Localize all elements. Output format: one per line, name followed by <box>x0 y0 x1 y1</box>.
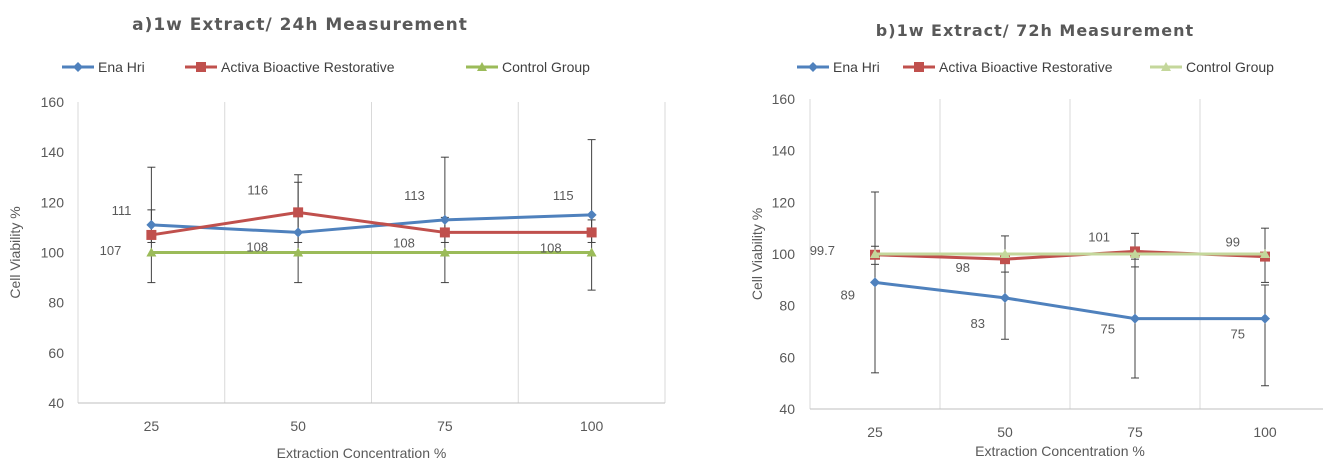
data-label: 108 <box>540 240 562 255</box>
y-tick-label: 160 <box>41 94 65 110</box>
legend-label: Control Group <box>502 59 590 75</box>
legend-marker <box>477 62 487 71</box>
y-tick-label: 40 <box>779 401 795 417</box>
data-label: 108 <box>393 235 415 250</box>
legend-marker <box>196 62 206 72</box>
data-label: 99.7 <box>810 243 835 258</box>
data-label: 75 <box>1231 327 1245 342</box>
data-label: 89 <box>841 287 855 302</box>
y-tick-label: 140 <box>41 144 65 160</box>
data-point <box>1130 313 1140 324</box>
y-axis-title: Cell Viability % <box>749 208 765 300</box>
x-tick-label: 50 <box>290 418 306 434</box>
legend-item: Ena Hri <box>62 59 145 75</box>
data-point <box>293 207 304 218</box>
y-tick-label: 100 <box>772 246 796 262</box>
data-point <box>586 227 597 238</box>
legend-label: Ena Hri <box>833 59 880 75</box>
x-tick-label: 75 <box>1127 424 1143 440</box>
legend-marker <box>1161 62 1171 71</box>
data-point <box>1000 249 1010 258</box>
x-tick-label: 100 <box>580 418 604 434</box>
data-point <box>439 214 450 225</box>
data-label: 101 <box>1088 229 1110 244</box>
x-tick-label: 50 <box>997 424 1013 440</box>
legend-label: Activa Bioactive Restorative <box>939 59 1113 75</box>
data-label: 113 <box>404 188 425 203</box>
x-axis-title: Extraction Concentration % <box>277 445 447 461</box>
series-line <box>151 213 592 234</box>
data-point <box>870 249 880 258</box>
data-label: 116 <box>247 182 268 197</box>
data-point <box>1260 313 1270 324</box>
data-point <box>586 247 597 257</box>
data-label: 75 <box>1101 322 1115 337</box>
series-line <box>874 280 1265 321</box>
data-label: 83 <box>971 316 985 331</box>
data-point <box>293 227 304 238</box>
data-point <box>1000 254 1010 265</box>
x-tick-label: 75 <box>437 418 453 434</box>
legend-marker <box>73 62 83 72</box>
y-tick-label: 80 <box>48 295 64 311</box>
y-tick-label: 60 <box>779 349 795 365</box>
data-point <box>1000 292 1010 303</box>
legend-item: Ena Hri <box>797 59 880 75</box>
y-tick-label: 60 <box>48 345 64 361</box>
legend-item: Control Group <box>466 59 590 75</box>
y-tick-label: 100 <box>41 245 65 261</box>
y-axis-title: Cell Viability % <box>7 206 23 298</box>
data-label: 108 <box>246 240 268 255</box>
legend-item: Activa Bioactive Restorative <box>903 59 1113 75</box>
data-label: 99 <box>1226 235 1240 250</box>
y-tick-label: 120 <box>772 194 796 210</box>
legend-item: Activa Bioactive Restorative <box>185 59 395 75</box>
legend-label: Control Group <box>1186 59 1274 75</box>
legend-label: Ena Hri <box>98 59 145 75</box>
data-label: 111 <box>112 203 132 218</box>
legend-marker <box>914 62 924 72</box>
chart-24h: a)1w Extract/ 24h Measurement Ena Hri Acti… <box>7 15 666 461</box>
y-tick-label: 160 <box>772 91 796 107</box>
chart-title: a)1w Extract/ 24h Measurement <box>132 15 468 35</box>
x-tick-label: 25 <box>867 424 883 440</box>
legend-marker <box>808 62 818 72</box>
legend-item: Control Group <box>1150 59 1274 75</box>
data-point <box>439 227 450 238</box>
error-bar <box>1261 284 1269 387</box>
data-label: 115 <box>553 188 574 203</box>
x-tick-label: 25 <box>144 418 160 434</box>
y-tick-label: 40 <box>48 395 64 411</box>
data-point <box>439 247 450 257</box>
data-point <box>586 209 597 220</box>
data-point <box>293 247 304 257</box>
y-tick-label: 80 <box>779 298 795 314</box>
data-point <box>1130 249 1140 258</box>
x-tick-label: 100 <box>1253 424 1277 440</box>
data-point <box>146 247 157 257</box>
y-tick-label: 140 <box>772 143 796 159</box>
data-point <box>870 277 880 288</box>
data-point <box>146 229 157 240</box>
chart-72h: b)1w Extract/ 72h Measurement Ena Hri Acti… <box>749 21 1323 459</box>
data-label: 107 <box>100 243 122 258</box>
legend-label: Activa Bioactive Restorative <box>221 59 395 75</box>
data-label: 98 <box>956 260 970 275</box>
y-tick-label: 120 <box>41 194 65 210</box>
x-axis-title: Extraction Concentration % <box>975 443 1145 459</box>
data-point <box>1260 249 1270 258</box>
chart-title: b)1w Extract/ 72h Measurement <box>876 21 1194 40</box>
data-point <box>146 219 157 230</box>
series-line <box>151 210 592 237</box>
